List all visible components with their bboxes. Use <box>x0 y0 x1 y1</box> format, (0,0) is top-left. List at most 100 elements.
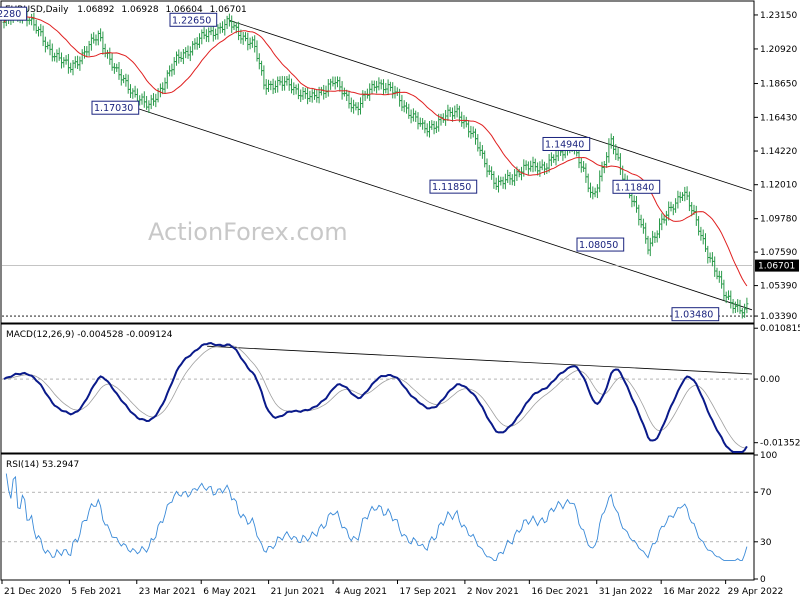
ohlc-bar <box>365 88 369 99</box>
ohlc-bar <box>494 177 498 190</box>
ohlc-bar <box>149 94 153 110</box>
x-tick-label: 29 Apr 2022 <box>728 587 784 597</box>
ohlc-bar <box>715 267 719 280</box>
ohlc-bar <box>73 56 77 69</box>
ohlc-bar <box>131 88 135 99</box>
ohlc-bar <box>432 120 436 135</box>
ohlc-bar <box>738 299 742 314</box>
ohlc-bar <box>584 163 588 183</box>
ohlc-bar <box>490 166 494 180</box>
ohlc-bar <box>276 76 280 93</box>
ohlc-bar <box>577 149 581 169</box>
ohlc-bar <box>230 15 234 33</box>
ohlc-bar <box>384 82 388 94</box>
ohlc-bar <box>637 204 641 226</box>
ohlc-bar <box>618 153 622 175</box>
ohlc-bar <box>103 43 107 58</box>
ohlc-bar <box>43 36 47 53</box>
ohlc-bar <box>549 152 553 167</box>
ohlc-bar <box>294 84 298 95</box>
ohlc-bar <box>708 252 712 263</box>
svg-text:1.14940: 1.14940 <box>545 139 584 150</box>
x-tick-label: 4 Aug 2021 <box>335 587 387 597</box>
ohlc-bar <box>154 93 158 108</box>
ohlc-bar <box>368 83 372 101</box>
ohlc-bar <box>262 65 266 90</box>
ohlc-bar <box>616 148 620 161</box>
ohlc-bar <box>191 41 195 56</box>
ohlc-bar <box>543 161 546 175</box>
ohlc-bar <box>177 49 181 64</box>
ohlc-bar <box>658 218 661 239</box>
ohlc-bar <box>400 94 404 112</box>
ohlc-bar <box>244 32 247 42</box>
x-tick-label: 17 Sep 2021 <box>400 587 457 597</box>
svg-text:1.03480: 1.03480 <box>674 310 713 321</box>
ohlc-bar <box>428 121 431 138</box>
ohlc-bar <box>598 170 602 193</box>
ohlc-bar <box>336 76 339 88</box>
ohlc-bar <box>267 79 270 92</box>
ohlc-bar <box>467 120 471 138</box>
svg-text:1.11840: 1.11840 <box>615 182 654 193</box>
x-tick-label: 16 Mar 2022 <box>663 587 720 597</box>
ohlc-bar <box>476 134 480 152</box>
ohlc-bar <box>462 115 466 129</box>
ohlc-bar <box>142 91 146 108</box>
price-y-tick-label: 1.20920 <box>760 45 797 55</box>
x-tick-label: 31 Jan 2022 <box>599 587 653 597</box>
ohlc-bar <box>554 150 558 166</box>
ohlc-bar <box>416 112 420 130</box>
ohlc-bar <box>425 123 429 137</box>
ohlc-bar <box>32 12 36 31</box>
ohlc-bar <box>246 32 250 51</box>
ohlc-bar <box>57 47 61 61</box>
ohlc-bar <box>30 13 34 26</box>
ohlc-bar <box>455 103 459 118</box>
svg-text:1.11850: 1.11850 <box>432 182 471 193</box>
ohlc-bar <box>671 204 675 216</box>
price-y-tick-label: 1.05390 <box>760 282 797 292</box>
macd-y-tick-label: -0.01352 <box>760 439 800 449</box>
price-y-tick-label: 1.18650 <box>760 80 797 90</box>
ohlc-bar <box>296 83 300 100</box>
ohlc-bar <box>464 116 468 128</box>
macd-line <box>3 341 748 453</box>
ohlc-bar <box>533 158 537 172</box>
ohlc-bar <box>241 32 245 45</box>
ohlc-bar <box>536 162 540 176</box>
watermark: ActionForex.com <box>148 218 348 246</box>
ohlc-bar <box>446 104 450 121</box>
ohlc-bar <box>713 256 717 277</box>
price-annotation: 1.03480 <box>671 307 720 322</box>
ohlc-bar <box>605 152 609 168</box>
ohlc-bar <box>660 213 664 231</box>
x-tick-label: 2 Nov 2021 <box>467 587 519 597</box>
low-value: 1.06604 <box>165 5 202 15</box>
ohlc-bar <box>646 235 650 255</box>
price-annotation: 1.08050 <box>576 237 625 252</box>
ohlc-bar <box>207 27 211 43</box>
ohlc-bar <box>501 176 505 189</box>
ohlc-bar <box>257 53 261 70</box>
ohlc-bar <box>407 103 411 119</box>
svg-text:1.17030: 1.17030 <box>94 103 133 114</box>
ohlc-bar <box>639 214 643 228</box>
price-title: EURUSD,Daily 1.06892 1.06928 1.06604 1.0… <box>5 5 247 15</box>
channel-upper-line <box>228 19 753 192</box>
ohlc-bar <box>641 218 645 234</box>
macd-signal-line <box>3 344 747 449</box>
ohlc-bar <box>175 51 178 66</box>
ohlc-bar <box>421 118 425 130</box>
ohlc-bar <box>706 245 710 264</box>
ohlc-bar <box>322 84 326 100</box>
ohlc-bar <box>655 230 659 243</box>
ohlc-bar <box>129 84 132 99</box>
price-y-tick-label: 1.16430 <box>760 113 797 123</box>
ohlc-bar <box>595 184 599 199</box>
ohlc-bar <box>409 109 413 124</box>
ohlc-bar <box>676 190 680 209</box>
ohlc-bar <box>62 57 66 68</box>
price-y-tick-label: 1.07590 <box>760 248 797 258</box>
ohlc-bar <box>552 154 556 163</box>
